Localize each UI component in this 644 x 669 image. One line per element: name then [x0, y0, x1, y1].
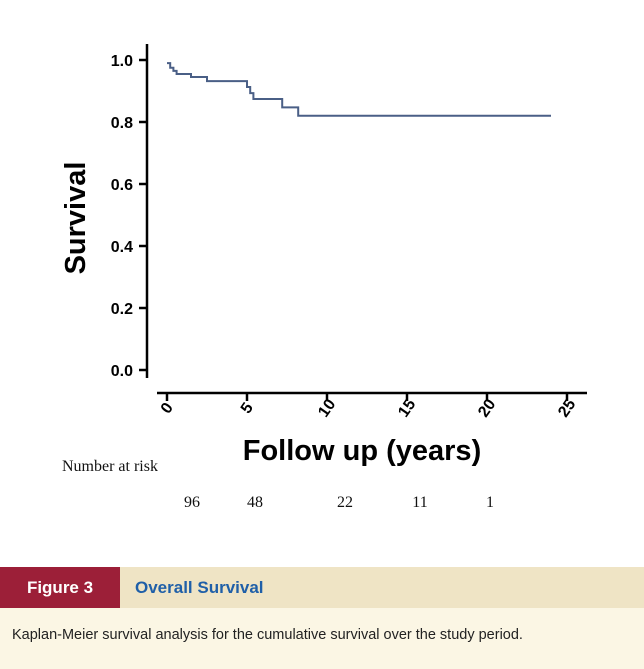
- caption-bar: Figure 3 Overall Survival: [0, 567, 644, 608]
- y-axis-title: Survival: [60, 162, 92, 275]
- figure-label-badge: Figure 3: [0, 567, 120, 608]
- series-layer: [167, 62, 551, 117]
- risk-table-value: 1: [486, 494, 494, 511]
- y-tick-label: 0.2: [111, 301, 133, 318]
- label-layer: 0.0 0.2 0.4 0.6 0.8 1.0 0 5 10 15 20 25 Follow up (y…: [60, 53, 579, 467]
- survival-chart: 0.0 0.2 0.4 0.6 0.8 1.0 0 5 10 15 20 25 Follow up (y…: [60, 44, 587, 467]
- x-tick-label: 20: [475, 396, 499, 420]
- x-axis-title: Follow up (years): [243, 435, 481, 467]
- plot-panel: 0.0 0.2 0.4 0.6 0.8 1.0 0 5 10 15 20 25 Follow up (y…: [0, 0, 644, 567]
- y-tick-label: 1.0: [111, 53, 133, 70]
- figure-title: Overall Survival: [135, 577, 264, 597]
- axes-layer: [139, 44, 587, 401]
- x-tick-label: 5: [238, 400, 257, 417]
- risk-table-label: Number at risk: [62, 458, 158, 475]
- x-tick-label: 15: [395, 396, 419, 420]
- risk-table-value: 96: [184, 494, 200, 511]
- risk-table-value: 11: [412, 494, 428, 511]
- y-tick-label: 0.4: [111, 239, 133, 256]
- y-tick-label: 0.0: [111, 363, 133, 380]
- y-tick-label: 0.8: [111, 115, 133, 132]
- x-tick-label: 10: [315, 396, 339, 420]
- risk-table-value: 22: [337, 494, 353, 511]
- risk-table-value: 48: [247, 494, 263, 511]
- x-tick-label: 0: [158, 400, 177, 417]
- x-tick-label: 25: [555, 396, 579, 420]
- survival-curve: [167, 62, 551, 117]
- figure-caption: Kaplan-Meier survival analysis for the c…: [12, 627, 523, 643]
- y-tick-label: 0.6: [111, 177, 133, 194]
